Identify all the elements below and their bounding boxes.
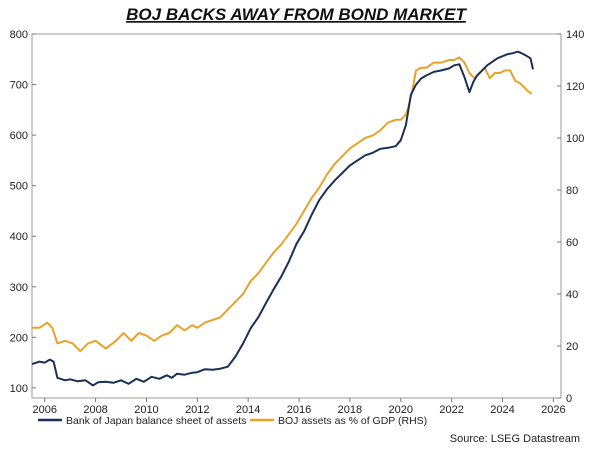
left-tick-label: 200 (10, 332, 28, 344)
left-tick-label: 700 (10, 80, 28, 92)
legend-label-pct-gdp: BOJ assets as % of GDP (RHS) (278, 415, 427, 427)
series-line-pct-gdp (32, 56, 533, 353)
plot-border (31, 33, 562, 399)
right-tick-label: 20 (566, 341, 578, 353)
chart-title: BOJ BACKS AWAY FROM BOND MARKET (126, 5, 467, 24)
x-tick-label: 2014 (236, 404, 260, 416)
x-tick-label: 2018 (338, 404, 362, 416)
series-line-balance-sheet (31, 50, 534, 387)
right-tick-label: 140 (566, 29, 584, 41)
axes-frame (31, 33, 562, 399)
left-tick-label: 500 (10, 181, 28, 193)
x-axis: 2006 2008 2010 2012 2014 2016 2018 2020 2022 2024… (32, 398, 566, 416)
x-tick-label: 2012 (185, 404, 209, 416)
left-tick-label: 100 (10, 383, 28, 395)
right-axis: 0 20 40 60 80 100 120 140 (557, 29, 584, 405)
left-tick-label: 300 (10, 282, 28, 294)
left-tick-label: 400 (10, 231, 28, 243)
source-note: Source: LSEG Datastream (450, 433, 580, 445)
x-tick-label: 2026 (541, 404, 565, 416)
x-tick-label: 2010 (134, 404, 158, 416)
x-tick-label: 2024 (490, 404, 514, 416)
right-tick-label: 60 (566, 237, 578, 249)
right-tick-label: 80 (566, 185, 578, 197)
right-tick-label: 40 (566, 289, 578, 301)
x-tick-label: 2016 (287, 404, 311, 416)
right-tick-label: 0 (566, 393, 572, 405)
x-tick-label: 2008 (83, 404, 107, 416)
legend-label-balance-sheet: Bank of Japan balance sheet of assets (66, 415, 246, 427)
left-axis: 100 200 300 400 500 600 700 800 (10, 29, 36, 395)
x-tick-label: 2022 (439, 404, 463, 416)
right-tick-label: 120 (566, 81, 584, 93)
left-tick-label: 800 (10, 29, 28, 41)
right-tick-label: 100 (566, 133, 584, 145)
left-tick-label: 600 (10, 130, 28, 142)
x-tick-label: 2006 (32, 404, 56, 416)
x-tick-label: 2020 (389, 404, 413, 416)
legend: Bank of Japan balance sheet of assets BO… (38, 415, 427, 427)
